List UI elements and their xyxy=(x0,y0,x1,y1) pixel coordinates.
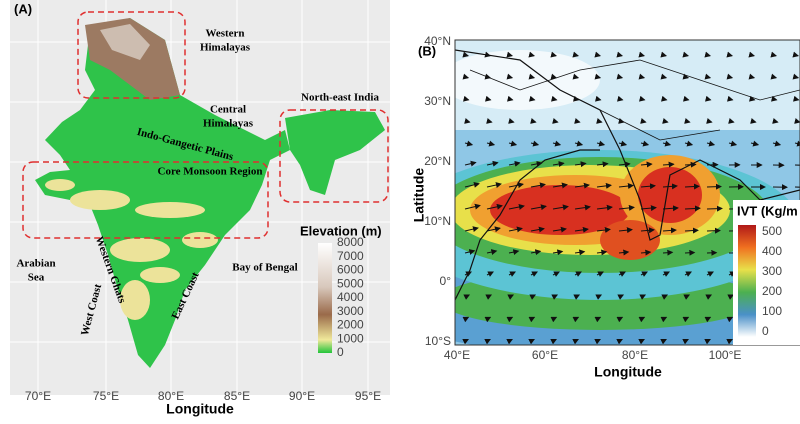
x-tick-label: 80°E xyxy=(622,348,648,362)
region-label: Himalayas xyxy=(200,42,251,54)
legend-tick: 4000 xyxy=(337,290,364,304)
region-label: Himalayas xyxy=(203,118,254,130)
legend-tick: 400 xyxy=(762,244,782,258)
legend-tick: 300 xyxy=(762,264,782,278)
legend-tick: 500 xyxy=(762,224,782,238)
legend-tick: 8000 xyxy=(337,235,364,249)
flow-arrow xyxy=(663,252,672,253)
region-label: North-east India xyxy=(301,92,379,104)
flow-arrow xyxy=(685,164,696,165)
region-label: Arabian xyxy=(16,258,55,270)
legend-tick: 100 xyxy=(762,304,782,318)
y-tick-label: 0° xyxy=(440,274,452,288)
region-label: Bay of Bengal xyxy=(232,262,297,274)
elevation-colorbar xyxy=(318,243,332,353)
x-tick-label: 40°E xyxy=(444,348,470,362)
flow-arrow xyxy=(707,186,721,187)
y-tick-label: 10°N xyxy=(424,214,451,228)
legend-tick: 0 xyxy=(762,324,769,338)
x-tick-label: 70°E xyxy=(25,389,51,403)
y-tick-label: 40°N xyxy=(424,34,451,48)
y-tick-label: 20°N xyxy=(424,154,451,168)
legend-tick: 1000 xyxy=(337,331,364,345)
panel-label: (A) xyxy=(14,1,32,16)
x-tick-label: 60°E xyxy=(532,348,558,362)
ivt-colorbar xyxy=(738,225,756,337)
legend-tick: 5000 xyxy=(337,276,364,290)
flow-arrow xyxy=(685,252,694,253)
x-tick-label: 100°E xyxy=(709,348,742,362)
legend-tick: 6000 xyxy=(337,263,364,277)
region-label: Central xyxy=(210,104,246,116)
flow-arrow xyxy=(707,208,722,209)
flow-arrow xyxy=(795,187,800,188)
x-tick-label: 75°E xyxy=(93,389,119,403)
y-tick-label: 30°N xyxy=(424,94,451,108)
x-tick-label: 95°E xyxy=(355,389,381,403)
x-tick-label: 90°E xyxy=(289,389,315,403)
legend-tick: 200 xyxy=(762,284,782,298)
legend-tick: 3000 xyxy=(337,304,364,318)
legend-tick: 0 xyxy=(337,345,344,359)
x-axis-label: Longitude xyxy=(594,364,662,380)
flow-arrow xyxy=(685,230,698,231)
legend-tick: 7000 xyxy=(337,249,364,263)
x-axis-label: Longitude xyxy=(166,401,234,417)
y-tick-label: 10°S xyxy=(425,334,451,348)
panel-a: (A) Western Himalayas Central Himalayas … xyxy=(10,0,390,417)
region-label: Core Monsoon Region xyxy=(158,166,263,178)
region-label: Sea xyxy=(28,272,45,284)
legend-tick: 2000 xyxy=(337,318,364,332)
region-label: Western xyxy=(205,28,244,40)
legend-title: IVT (Kg/m xyxy=(737,203,798,218)
